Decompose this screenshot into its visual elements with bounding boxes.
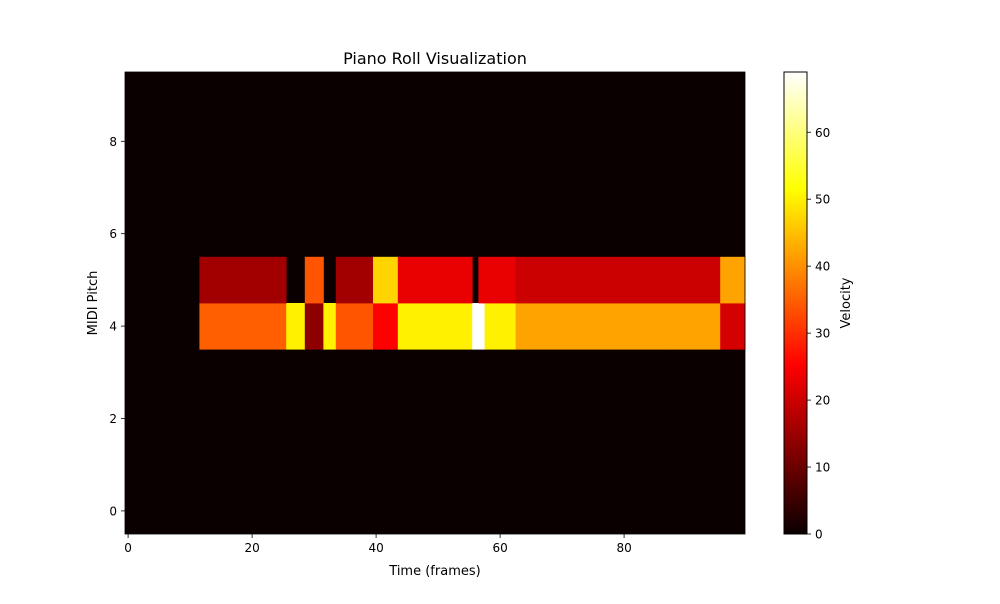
note-cell [335,256,374,304]
note-cell [397,256,473,304]
note-cell [664,303,721,350]
colorbar-tick-label: 50 [815,193,830,207]
chart-title: Piano Roll Visualization [343,49,527,68]
colorbar-tick-label: 20 [815,394,830,408]
note-cell [720,256,746,304]
note-cell [335,303,374,350]
colorbar-tick-label: 30 [815,327,830,341]
y-tick-label: 4 [109,320,117,334]
plot-frame [124,71,746,535]
colorbar-tick-label: 40 [815,260,830,274]
colorbar-tick-label: 60 [815,126,830,140]
colorbar [783,71,808,535]
colorbar-tick-label: 0 [815,528,823,542]
note-cell [304,303,324,350]
x-tick-label: 0 [124,541,132,555]
x-tick-label: 80 [616,541,631,555]
note-cell [515,256,721,304]
note-cell [472,303,485,350]
colorbar-label: Velocity [839,277,854,328]
note-cell [484,303,516,350]
note-cell [199,303,287,350]
x-tick-label: 40 [368,541,383,555]
x-axis-label: Time (frames) [388,564,480,579]
y-tick-label: 2 [109,412,117,426]
colorbar-ticks: 0 10 20 30 40 50 60 [807,126,830,542]
note-cell [286,303,306,350]
colorbar-tick-label: 10 [815,461,830,475]
x-tick-label: 20 [244,541,259,555]
y-axis-ticks: 0 2 4 6 8 [109,135,125,518]
y-tick-label: 6 [109,227,117,241]
note-cells [199,256,746,350]
note-cell [515,303,665,350]
note-cell [720,303,746,350]
note-cell [373,303,399,350]
note-cell [304,256,324,304]
x-axis-ticks: 0 20 40 60 80 [124,534,632,555]
note-cell [478,256,516,304]
y-tick-label: 8 [109,135,117,149]
x-tick-label: 60 [492,541,507,555]
y-axis-label: MIDI Pitch [86,271,101,336]
y-tick-label: 0 [109,504,117,518]
note-cell [199,256,287,304]
note-cell [373,256,399,304]
note-cell [397,303,473,350]
note-cell [323,303,337,350]
